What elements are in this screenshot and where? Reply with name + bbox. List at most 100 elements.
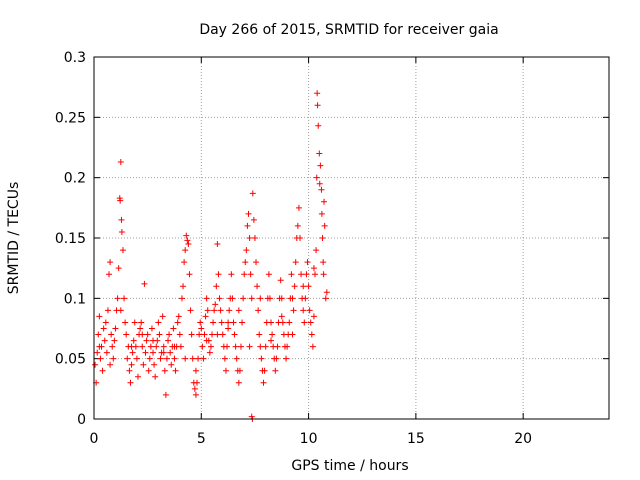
data-point [117,307,124,314]
data-point [247,271,254,278]
data-point [257,343,264,350]
data-point [314,90,321,97]
data-point [128,361,135,368]
data-point [139,331,146,338]
data-point [318,186,325,193]
data-point [302,295,309,302]
data-point [110,355,117,362]
data-point [130,337,137,344]
data-point [295,204,302,211]
data-point [137,325,144,332]
data-point [321,198,328,205]
data-point [237,343,244,350]
data-point [232,343,239,350]
data-point [121,295,128,302]
data-point [219,331,226,338]
data-point [175,313,182,320]
data-point [107,259,114,266]
data-point [268,337,275,344]
data-point [182,247,189,254]
data-point [166,331,173,338]
data-point [246,235,253,241]
y-tick-label: 0.2 [64,171,86,187]
data-point [305,283,312,290]
data-point [117,197,124,204]
data-point [289,331,296,338]
data-point [191,385,198,392]
data-point [313,247,320,254]
data-point [209,331,216,338]
x-tick-label: 15 [407,431,425,447]
data-point [104,307,111,314]
data-point [266,295,273,302]
data-point [184,237,191,244]
data-point [123,331,130,338]
data-point [186,271,193,278]
data-point [319,235,326,241]
data-point [221,355,228,362]
data-point [138,319,145,326]
y-tick-label: 0.25 [55,110,86,126]
data-point [228,271,235,278]
data-point [242,259,249,266]
y-tick-label: 0.05 [55,352,86,368]
data-point [187,307,194,314]
data-point [286,319,293,326]
data-point [139,343,146,350]
x-tick-label: 10 [300,431,318,447]
data-point [146,355,153,362]
data-point [202,313,209,320]
data-point [265,271,272,278]
data-point [312,271,319,278]
data-point [198,325,205,332]
data-point [314,102,321,109]
data-point [156,331,163,338]
data-point [256,331,263,338]
data-point [142,349,149,356]
data-point [144,331,151,338]
data-point [320,259,327,266]
data-point [272,367,279,374]
data-point [213,283,220,290]
data-point [308,331,315,338]
x-axis-label: GPS time / hours [291,458,408,474]
data-point [318,210,325,217]
data-point [152,373,159,380]
data-point [117,158,124,165]
data-point [229,295,236,302]
data-point [244,222,251,229]
data-point [107,361,114,368]
data-point [128,343,135,350]
data-point [231,331,238,338]
data-point [268,319,275,326]
data-point [310,313,317,320]
data-point [217,307,224,314]
y-tick-label: 0.3 [64,50,86,66]
data-point [94,349,101,356]
data-point [174,319,181,326]
data-point [235,379,242,386]
data-point [236,367,243,374]
data-point [243,247,250,254]
data-point [199,343,206,350]
data-point [283,355,290,362]
data-point [225,325,232,332]
data-point [212,301,219,308]
data-point [178,295,185,302]
data-point [189,355,196,362]
data-point [321,222,328,229]
data-point [233,355,240,362]
axis-ticks: 0 5 10 15 20 0 0.05 0.1 0.15 0.2 0.25 0.3 [55,50,609,447]
data-point [310,265,317,272]
data-point [214,241,221,248]
data-point [159,313,166,320]
data-point [303,271,310,278]
data-point [99,367,106,374]
data-point [160,343,167,350]
data-point [157,355,164,362]
data-point [307,319,314,326]
data-point [277,277,284,284]
data-point [304,259,311,266]
data-point [92,361,99,368]
data-point [118,216,125,223]
